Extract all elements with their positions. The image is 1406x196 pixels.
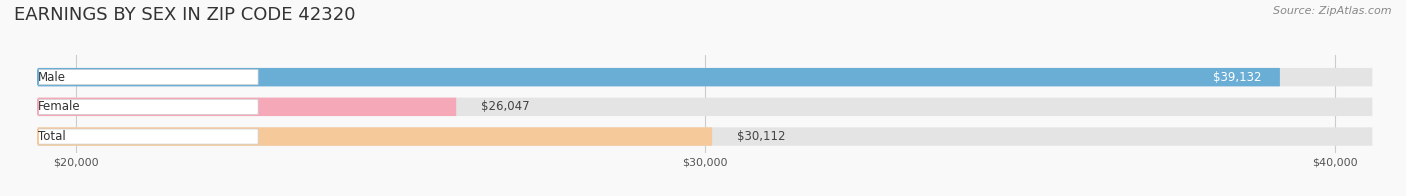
FancyBboxPatch shape [38,98,456,116]
FancyBboxPatch shape [38,68,1372,86]
FancyBboxPatch shape [38,68,1279,86]
FancyBboxPatch shape [38,70,259,85]
Text: Total: Total [38,130,66,143]
FancyBboxPatch shape [38,129,259,144]
FancyBboxPatch shape [38,127,1372,146]
Text: Source: ZipAtlas.com: Source: ZipAtlas.com [1274,6,1392,16]
FancyBboxPatch shape [38,127,711,146]
Text: $26,047: $26,047 [481,100,530,113]
Text: $30,112: $30,112 [737,130,786,143]
Text: Male: Male [38,71,66,84]
Text: EARNINGS BY SEX IN ZIP CODE 42320: EARNINGS BY SEX IN ZIP CODE 42320 [14,6,356,24]
FancyBboxPatch shape [38,98,1372,116]
FancyBboxPatch shape [38,99,259,114]
Text: $39,132: $39,132 [1212,71,1261,84]
Text: Female: Female [38,100,80,113]
